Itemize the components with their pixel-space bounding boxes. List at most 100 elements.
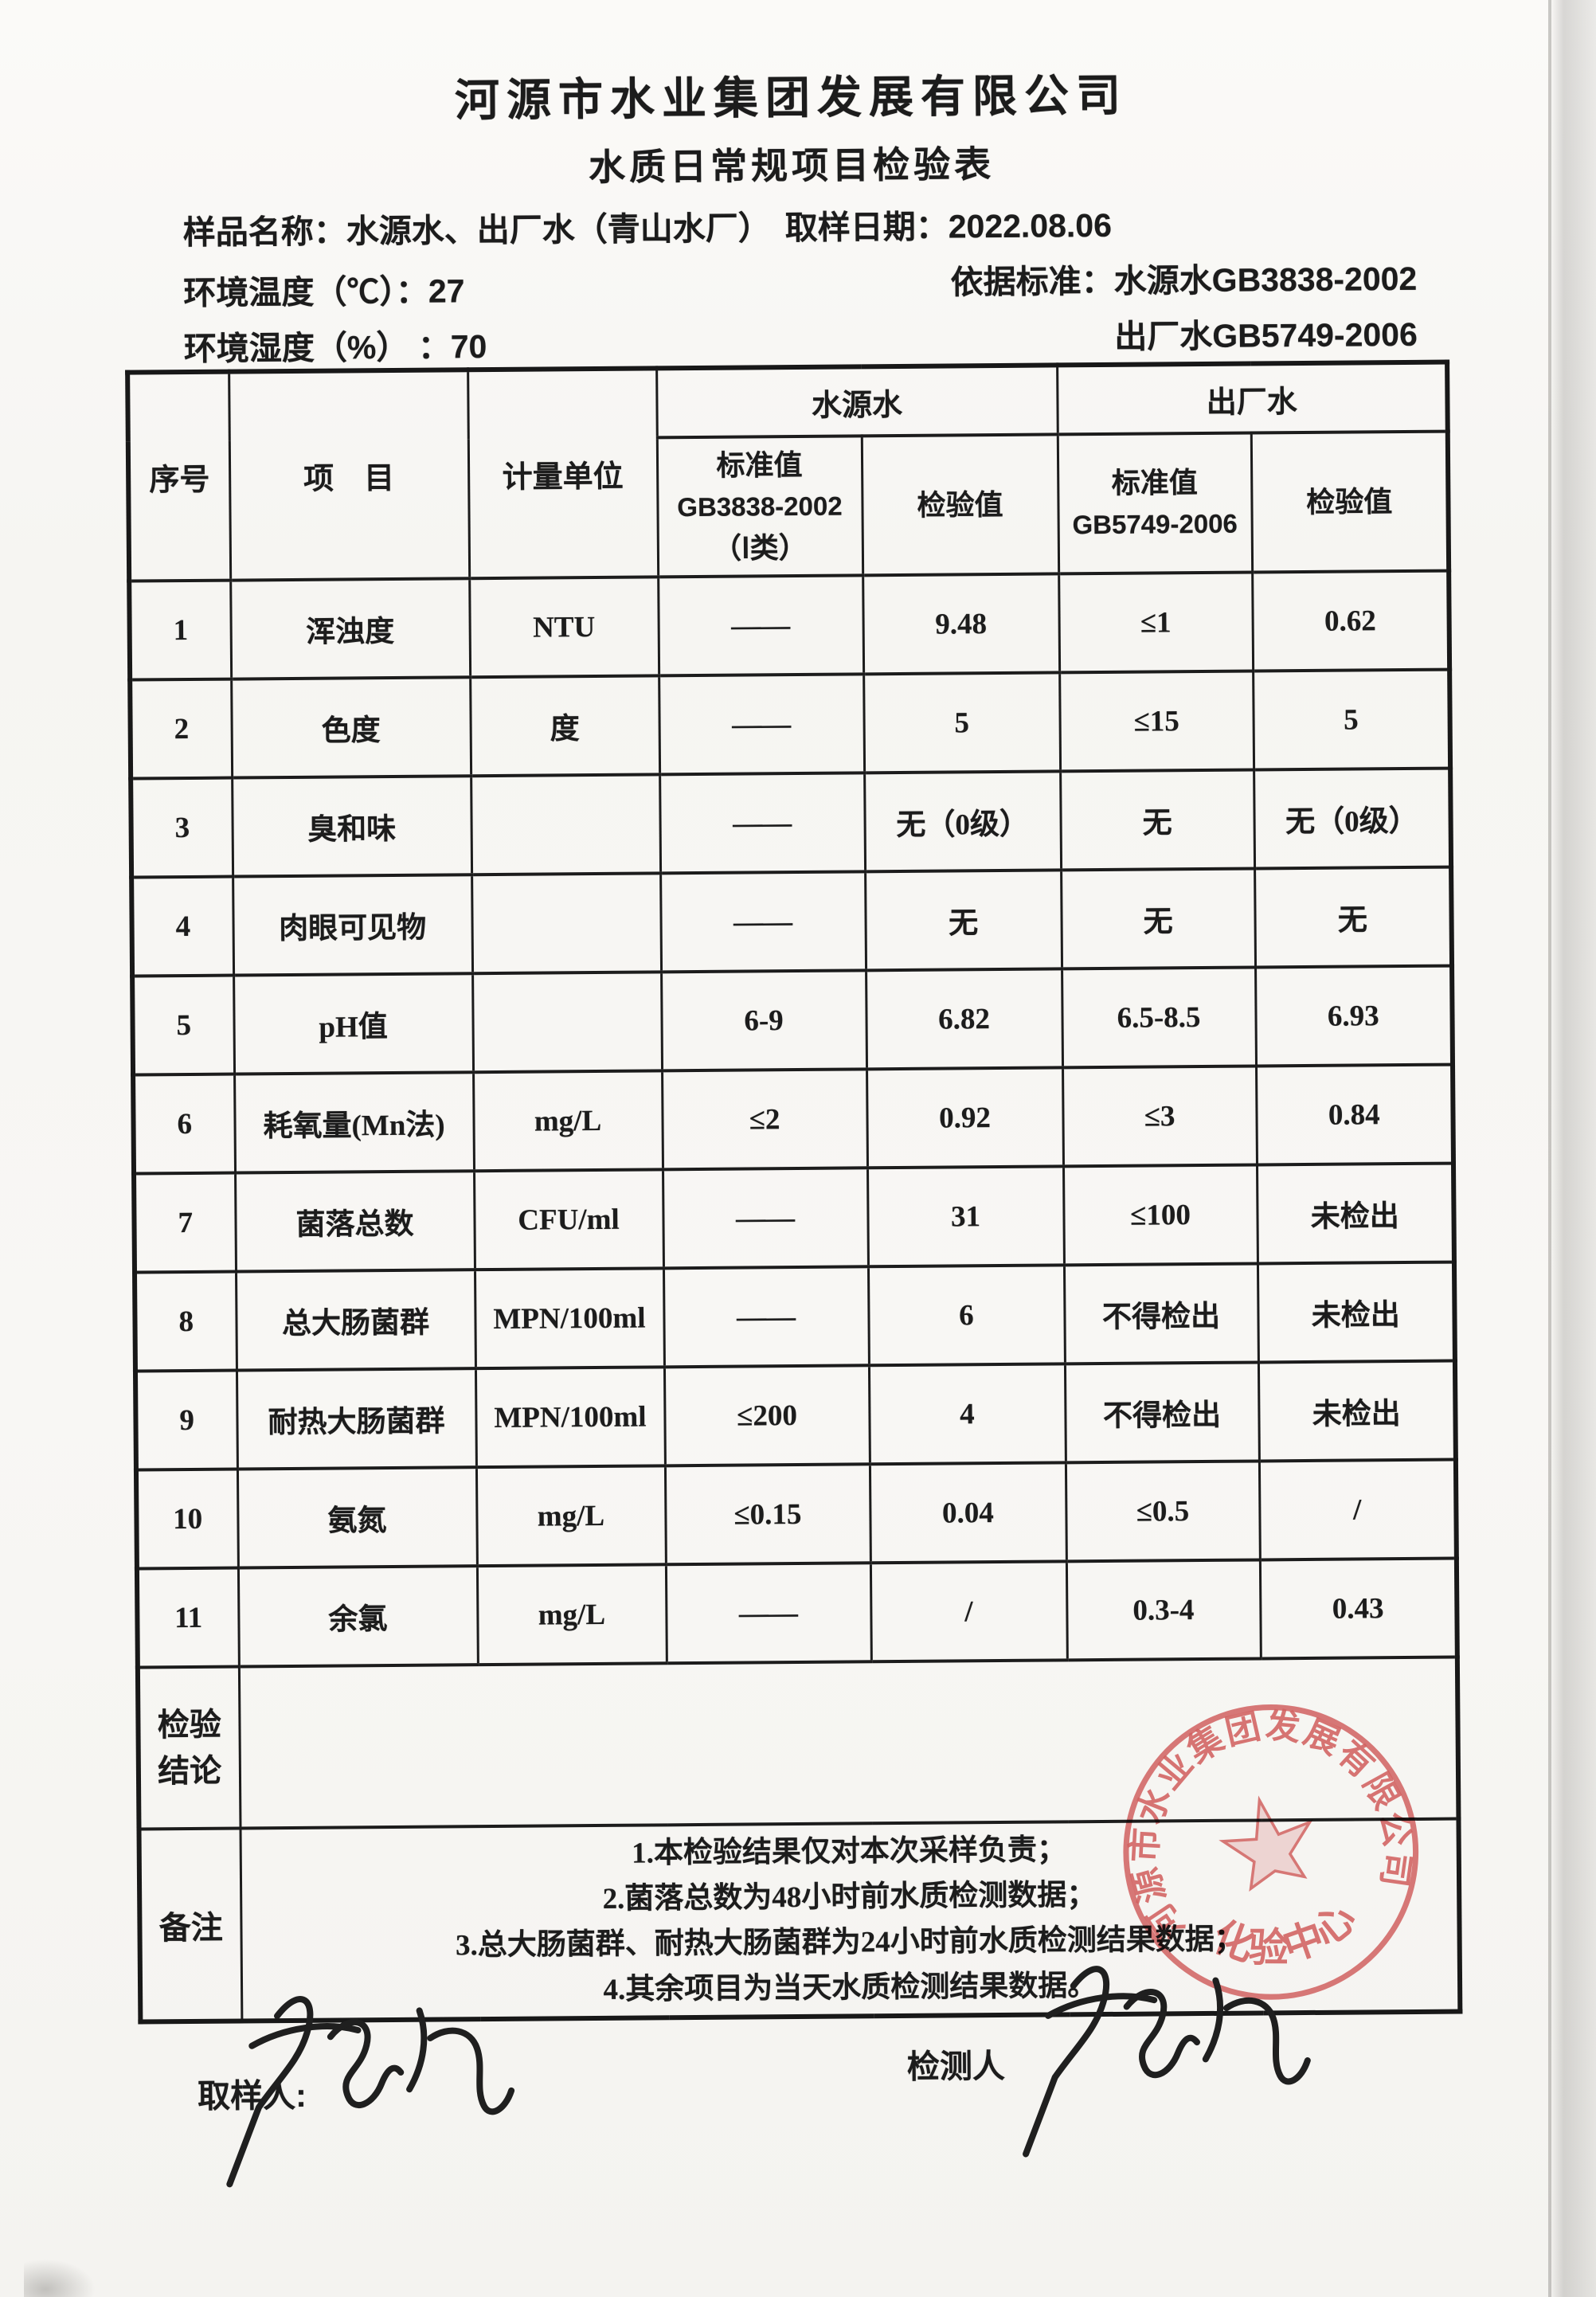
sample-info-line: 样品名称：水源水、出厂水（青山水厂） 取样日期：2022.08.06 [182,198,1113,253]
header-outlet-val: 检验值 [1250,431,1449,573]
row-source-val: 无（0级） [864,771,1062,872]
header-source-val: 检验值 [861,434,1059,576]
sampler-label: 取样人: [197,2076,307,2115]
header-seq: 序号 [127,371,231,581]
row-item: 余氯 [237,1566,478,1667]
header-source-std: 标准值 GB3838-2002 （Ⅰ类） [656,436,863,577]
row-source-std: —— [663,1168,868,1269]
row-source-std: ≤0.15 [664,1464,870,1565]
stamp-ring-circle [1123,1704,1419,2000]
form-title: 水质日常规项目检验表 [588,143,996,189]
env-humidity: 环境湿度（%） ：70 [183,328,487,368]
header-unit: 计量单位 [467,368,659,579]
source-std-line3: （Ⅰ类） [712,530,808,565]
row-outlet-val: 0.84 [1256,1064,1454,1165]
row-seq: 7 [134,1172,237,1273]
company-title: 河源市水业集团发展有限公司 [454,69,1129,126]
row-source-val: 无 [865,870,1062,971]
row-outlet-val: 5 [1253,669,1451,770]
conclusion-label-line1: 检验 [157,1707,221,1743]
row-source-std: —— [659,674,865,775]
row-outlet-val: 0.62 [1252,570,1450,671]
row-outlet-std: ≤1 [1058,572,1254,673]
row-unit: 度 [470,675,660,777]
row-outlet-val: 0.43 [1259,1558,1457,1659]
row-outlet-std: ≤0.5 [1065,1461,1260,1562]
outlet-std-line2: GB5749-2006 [1072,508,1238,539]
row-source-std: 6-9 [661,970,867,1071]
row-unit: mg/L [473,1070,663,1172]
table-row: 8 总大肠菌群 MPN/100ml —— 6 不得检出 未检出 [135,1262,1455,1372]
header-outlet-std: 标准值 GB5749-2006 [1057,432,1253,574]
company-seal-stamp: 河源市水业集团发展有限公司 化验中心 [1079,1661,1463,2045]
row-seq: 4 [131,876,234,976]
row-unit [471,774,661,875]
table-row: 6 耗氧量(Mn法) mg/L ≤2 0.92 ≤3 0.84 [133,1064,1454,1174]
row-source-std: —— [663,1266,869,1368]
row-source-std: ≤2 [662,1069,868,1170]
row-unit: mg/L [475,1465,666,1567]
source-std-line2: GB3838-2002 [677,491,843,522]
row-outlet-val: 未检出 [1258,1360,1456,1462]
table-row: 9 耐热大肠菌群 MPN/100ml ≤200 4 不得检出 未检出 [135,1360,1456,1470]
row-item: pH值 [233,973,474,1074]
row-seq: 2 [130,679,233,779]
table-row: 2 色度 度 —— 5 ≤15 5 [130,669,1451,779]
row-source-val: 4 [868,1364,1066,1465]
row-unit: MPN/100ml [474,1268,664,1369]
row-source-val: 0.92 [866,1067,1064,1168]
conclusion-label-line2: 结论 [158,1753,222,1789]
row-outlet-std: 6.5-8.5 [1062,967,1257,1068]
row-outlet-std: 0.3-4 [1066,1559,1261,1661]
row-item: 氨氮 [237,1467,477,1568]
row-seq: 1 [129,580,232,680]
row-source-val: / [870,1561,1067,1662]
source-std-line1: 标准值 [716,448,803,482]
row-outlet-std: ≤15 [1059,671,1254,772]
stamp-star-icon [1219,1795,1313,1892]
row-item: 臭和味 [232,776,472,877]
row-unit: CFU/ml [474,1169,663,1270]
table-row: 4 肉眼可见物 —— 无 无 无 [131,867,1453,976]
env-temp: 环境温度（℃）：27 [183,272,465,312]
row-item: 耐热大肠菌群 [236,1368,476,1469]
page-edge-shadow [1550,0,1596,2297]
row-unit: MPN/100ml [475,1367,665,1468]
row-outlet-std: 不得检出 [1064,1362,1259,1463]
row-source-std: —— [660,871,866,972]
row-source-std: ≤200 [663,1365,870,1466]
row-item: 耗氧量(Mn法) [234,1072,475,1173]
row-source-val: 0.04 [869,1462,1066,1563]
row-seq: 11 [136,1567,239,1668]
row-source-val: 6.82 [866,968,1063,1070]
row-item: 总大肠菌群 [236,1270,475,1371]
row-seq: 9 [135,1370,237,1470]
row-outlet-std: ≤100 [1063,1164,1258,1266]
row-outlet-val: 无 [1254,867,1453,968]
stamp-center-text: 化验中心 [1199,1884,1369,1987]
row-unit: NTU [469,577,659,678]
header-item: 项 目 [229,370,470,581]
row-outlet-std: 无 [1061,868,1256,969]
table-header-group-row: 序号 项 目 计量单位 水源水 出厂水 [127,362,1448,581]
row-outlet-val: 6.93 [1255,965,1453,1066]
sample-name: 样品名称：水源水、出厂水（青山水厂） [182,209,771,252]
table-row: 3 臭和味 —— 无（0级） 无 无（0级） [131,768,1452,878]
row-unit [472,972,663,1073]
stamp-center-text-holder: 化验中心 [1199,1884,1369,1987]
standard-line1: 依据标准：水源水GB3838-2002 [950,260,1418,301]
row-item: 浑浊度 [230,578,471,679]
row-seq: 3 [131,777,233,878]
header-outlet-group: 出厂水 [1057,362,1448,435]
row-outlet-val: 未检出 [1257,1262,1455,1363]
row-seq: 10 [135,1469,238,1569]
standard-line2: 出厂水GB5749-2006 [1114,315,1418,355]
row-source-std: —— [665,1563,871,1664]
stamp-svg: 河源市水业集团发展有限公司 化验中心 [1098,1680,1427,2000]
row-outlet-std: 不得检出 [1063,1263,1258,1364]
row-item: 菌落总数 [235,1171,475,1272]
row-outlet-val: / [1258,1459,1457,1560]
row-source-val: 31 [867,1166,1064,1267]
row-source-std: —— [658,575,864,676]
